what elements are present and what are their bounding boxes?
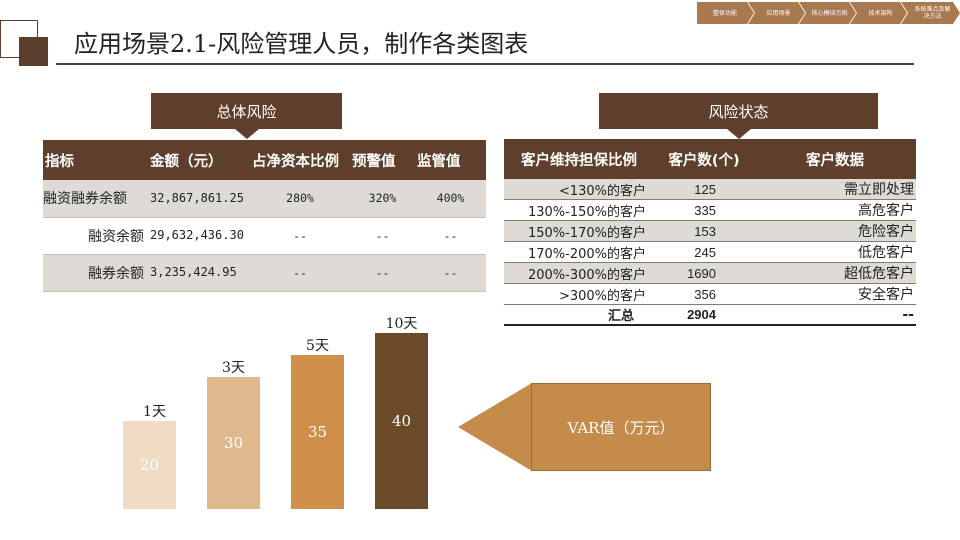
bar-category-label-1: 1天 [143,404,166,420]
row-count: 245 [654,241,754,263]
table-row: 170%-200%的客户 245 低危客户 [504,241,916,263]
total-row: 汇总 2904 -- [504,304,916,326]
header-indicator: 指标 [43,140,148,180]
row-range: 200%-300%的客户 [504,262,654,284]
row-name: 融资余额 [43,217,148,255]
nav-item-challenges[interactable]: 系统难点及解决方法 [901,2,960,24]
header-warning-value: 预警值 [350,140,415,180]
row-count: 153 [654,220,754,242]
risk-status-label: 风险状态 [599,93,878,139]
table-header-row: 客户维持担保比例 客户数(个) 客户数据 [504,139,916,179]
row-warning: -- [350,217,415,255]
total-status: -- [754,304,916,326]
table-row: 150%-170%的客户 153 危险客户 [504,220,916,242]
row-count: 356 [654,283,754,305]
bar-3: 35 [291,355,344,509]
row-regulatory: -- [415,254,486,293]
table-header-row: 指标 金额（元） 占净资本比例 预警值 监管值 [43,140,486,180]
row-name: 融资融券余额 [43,180,148,218]
row-range: <130%的客户 [504,179,654,200]
row-count: 335 [654,199,754,221]
table-row: <130%的客户 125 需立即处理 [504,179,916,200]
row-status: 超低危客户 [754,262,916,284]
row-count: 125 [654,179,754,200]
total-count: 2904 [654,304,754,326]
row-range: >300%的客户 [504,283,654,305]
overall-risk-label: 总体风险 [151,93,342,139]
bar-category-label-2: 3天 [222,360,245,376]
nav-item-overall[interactable]: 整体功能 [697,2,754,24]
row-ratio: -- [250,254,350,293]
row-status: 危险客户 [754,220,916,242]
row-amount: 3,235,424.95 [148,254,250,293]
header-net-capital-ratio: 占净资本比例 [250,140,350,180]
row-count: 1690 [654,262,754,284]
row-status: 安全客户 [754,283,916,305]
row-warning: -- [350,254,415,293]
bar-category-label-3: 5天 [306,338,329,354]
header-regulatory-value: 监管值 [415,140,486,180]
header-deco-filled-square [19,37,48,66]
row-amount: 32,867,861.25 [148,180,250,218]
chevron-nav: 整体功能 应用场景 核心模块示例 技术架构 系统难点及解决方法 [697,2,960,24]
bar-1: 20 [123,421,176,509]
bar-2: 30 [207,377,260,509]
row-regulatory: -- [415,217,486,255]
header-amount: 金额（元） [148,140,250,180]
row-status: 低危客户 [754,241,916,263]
table-row: >300%的客户 356 安全客户 [504,283,916,305]
header-maintenance-ratio: 客户维持担保比例 [504,139,654,179]
row-ratio: 280% [250,180,350,218]
var-arrow-pointer [458,383,532,471]
row-name: 融券余额 [43,254,148,293]
table-row: 融券余额 3,235,424.95 -- -- -- [43,254,486,293]
header-client-count: 客户数(个) [654,139,754,179]
table-row: 融资余额 29,632,436.30 -- -- -- [43,217,486,255]
header-client-data: 客户数据 [754,139,916,179]
overall-risk-table: 指标 金额（元） 占净资本比例 预警值 监管值 融资融券余额 32,867,86… [43,140,486,293]
total-label: 汇总 [504,304,654,326]
row-range: 150%-170%的客户 [504,220,654,242]
row-warning: 320% [350,180,415,218]
table-row: 融资融券余额 32,867,861.25 280% 320% 400% [43,180,486,218]
table-row: 200%-300%的客户 1690 超低危客户 [504,262,916,284]
bar-category-label-4: 10天 [385,316,418,332]
row-status: 需立即处理 [754,179,916,200]
row-status: 高危客户 [754,199,916,221]
row-regulatory: 400% [415,180,486,218]
nav-item-scenarios[interactable]: 应用场景 [748,2,805,24]
nav-item-architecture[interactable]: 技术架构 [850,2,907,24]
table-row: 130%-150%的客户 335 高危客户 [504,199,916,221]
page-title: 应用场景2.1-风险管理人员，制作各类图表 [74,30,529,58]
title-divider [56,63,914,65]
nav-item-core-modules[interactable]: 核心模块示例 [799,2,856,24]
risk-status-table: 客户维持担保比例 客户数(个) 客户数据 <130%的客户 125 需立即处理 … [504,139,916,326]
row-range: 170%-200%的客户 [504,241,654,263]
row-range: 130%-150%的客户 [504,199,654,221]
row-amount: 29,632,436.30 [148,217,250,255]
var-value-label: VAR值（万元） [531,383,711,471]
row-ratio: -- [250,217,350,255]
bar-4: 40 [375,333,428,509]
